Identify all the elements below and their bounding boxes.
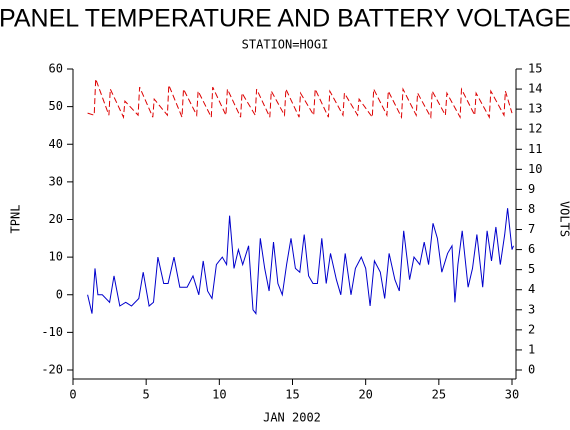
y2-tick-label: 10 <box>528 162 542 176</box>
series-line <box>87 208 514 315</box>
y2-tick-label: 7 <box>528 222 535 236</box>
y2-tick-label: 15 <box>528 62 542 76</box>
y2-tick-label: 8 <box>528 202 535 216</box>
x-axis-label: JAN 2002 <box>263 411 321 425</box>
x-tick-label: 0 <box>69 388 76 402</box>
x-tick-label: 15 <box>285 388 299 402</box>
y2-tick-label: 11 <box>528 142 542 156</box>
series-line <box>87 78 513 120</box>
y2-tick-label: 14 <box>528 82 542 96</box>
y2-axis-label: VOLTS <box>558 201 570 237</box>
x-tick-label: 5 <box>143 388 150 402</box>
x-tick-label: 25 <box>432 388 446 402</box>
y2-tick-label: 13 <box>528 102 542 116</box>
y2-tick-label: 9 <box>528 182 535 196</box>
y2-tick-label: 0 <box>528 363 535 377</box>
x-tick-label: 30 <box>505 388 519 402</box>
chart-title: PANEL TEMPERATURE AND BATTERY VOLTAGE <box>0 5 570 33</box>
y-tick-label: 50 <box>49 99 63 113</box>
x-tick-label: 20 <box>358 388 372 402</box>
y-axis-label: TPNL <box>9 205 23 234</box>
y-tick-label: 30 <box>49 174 63 188</box>
y-tick-label: -20 <box>41 363 63 377</box>
y2-tick-label: 3 <box>528 302 535 316</box>
y2-tick-label: 1 <box>528 342 535 356</box>
y-tick-label: 10 <box>49 250 63 264</box>
chart-subtitle: STATION=HOGI <box>242 38 329 52</box>
y-tick-label: 40 <box>49 137 63 151</box>
y-tick-label: -10 <box>41 325 63 339</box>
y2-tick-label: 5 <box>528 262 535 276</box>
y-tick-label: 60 <box>49 62 63 76</box>
y2-tick-label: 12 <box>528 122 542 136</box>
y-tick-label: 0 <box>56 287 63 301</box>
y2-tick-label: 4 <box>528 282 535 296</box>
y2-tick-label: 2 <box>528 322 535 336</box>
x-tick-label: 10 <box>212 388 226 402</box>
y2-tick-label: 6 <box>528 242 535 256</box>
y-tick-label: 20 <box>49 212 63 226</box>
